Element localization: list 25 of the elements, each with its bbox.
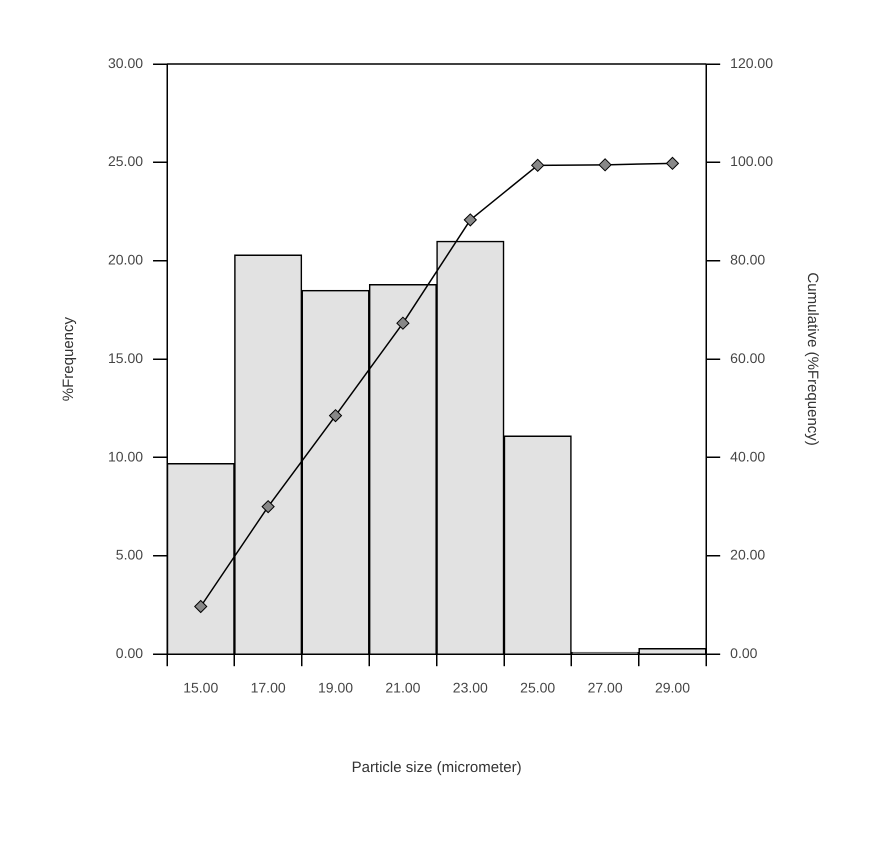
y2-tick-label: 0.00: [730, 645, 758, 662]
y-tick-label: 0.00: [116, 645, 144, 662]
x-tick-label: 29.00: [654, 679, 690, 696]
y-tick-label: 30.00: [108, 54, 144, 71]
x-tick-label: 21.00: [385, 679, 421, 696]
x-tick-label: 23.00: [452, 679, 488, 696]
y2-axis-title: Cumulative (%Frequency): [804, 272, 821, 446]
x-axis-title: Particle size (micrometer): [352, 759, 522, 776]
y2-tick-label: 60.00: [730, 350, 766, 366]
y2-tick-label: 120.00: [730, 54, 774, 71]
y2-tick-label: 100.00: [730, 153, 774, 170]
x-tick-label: 25.00: [520, 679, 556, 696]
y2-tick-label: 80.00: [730, 252, 766, 268]
x-tick-label: 17.00: [250, 679, 286, 696]
x-tick-label: 15.00: [183, 679, 218, 696]
x-tick-label: 19.00: [318, 679, 354, 696]
x-tick-label: 27.00: [588, 679, 623, 696]
y-tick-label: 5.00: [116, 546, 144, 563]
y2-tick-label: 40.00: [730, 448, 766, 464]
y-tick-label: 10.00: [108, 448, 144, 464]
y-tick-label: 25.00: [108, 153, 144, 170]
y-axis-title: %Frequency: [60, 316, 78, 402]
y2-tick-label: 20.00: [730, 546, 766, 563]
y-tick-label: 20.00: [108, 252, 144, 268]
y-tick-label: 15.00: [108, 350, 144, 366]
